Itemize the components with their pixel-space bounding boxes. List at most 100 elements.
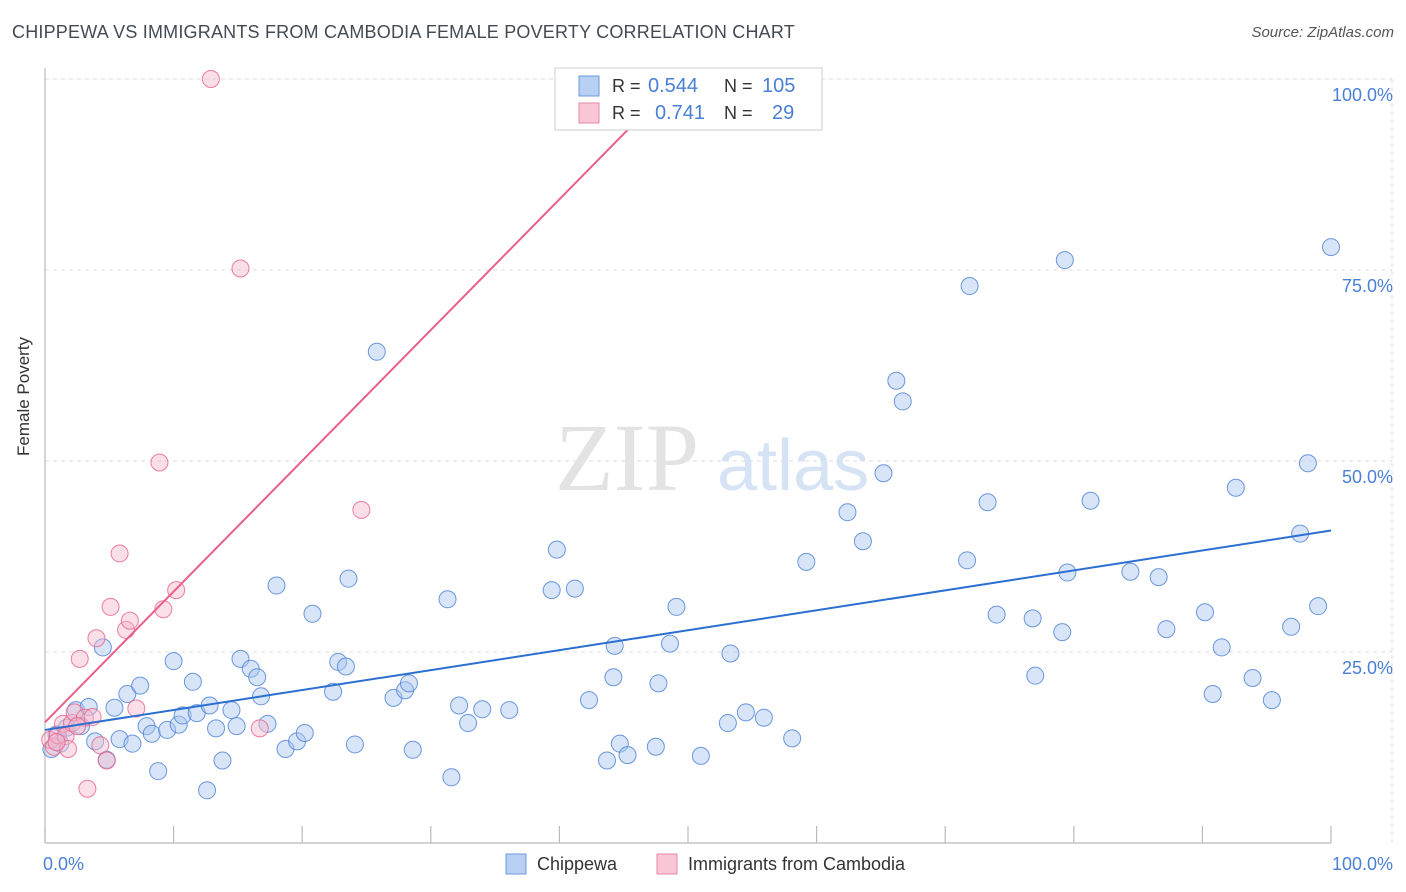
chippewa-point[interactable] (142, 724, 161, 743)
cambodia-point[interactable] (59, 740, 78, 759)
cambodia-point[interactable] (352, 500, 371, 519)
chippewa-point[interactable] (736, 703, 755, 722)
chippewa-point[interactable] (1309, 597, 1328, 616)
cambodia-point[interactable] (70, 649, 89, 668)
chippewa-point[interactable] (542, 581, 561, 600)
chippewa-point[interactable] (1053, 623, 1072, 642)
cambodia-point[interactable] (87, 629, 106, 648)
cambodia-point[interactable] (201, 70, 220, 88)
chippewa-point[interactable] (267, 576, 286, 595)
chippewa-point[interactable] (336, 657, 355, 676)
chippewa-point[interactable] (1055, 251, 1074, 270)
chippewa-point[interactable] (295, 723, 314, 742)
chippewa-point[interactable] (660, 634, 679, 653)
chippewa-point[interactable] (754, 708, 773, 727)
chippewa-point[interactable] (691, 746, 710, 765)
chippewa-point[interactable] (853, 532, 872, 551)
chippewa-point[interactable] (198, 781, 217, 800)
chippewa-point[interactable] (248, 668, 267, 687)
chippewa-point[interactable] (93, 638, 112, 657)
chippewa-point[interactable] (131, 676, 150, 695)
chippewa-point[interactable] (579, 691, 598, 710)
chippewa-point[interactable] (893, 392, 912, 411)
chippewa-point[interactable] (1081, 491, 1100, 510)
chippewa-point[interactable] (597, 751, 616, 770)
chippewa-point[interactable] (958, 551, 977, 570)
chippewa-point[interactable] (403, 740, 422, 759)
chippewa-point[interactable] (442, 768, 461, 787)
cambodia-point[interactable] (117, 620, 136, 639)
chippewa-point[interactable] (667, 597, 686, 616)
cambodia-point[interactable] (101, 597, 120, 616)
chippewa-point[interactable] (164, 652, 183, 671)
chippewa-point[interactable] (459, 714, 478, 733)
chippewa-point[interactable] (1243, 668, 1262, 687)
chippewa-point[interactable] (565, 579, 584, 598)
chippewa-point[interactable] (227, 717, 246, 736)
chippewa-point[interactable] (874, 464, 893, 483)
chippewa-point[interactable] (1212, 638, 1231, 657)
chippewa-point[interactable] (838, 503, 857, 522)
chippewa-point[interactable] (1023, 609, 1042, 628)
cambodia-point[interactable] (110, 544, 129, 563)
chippewa-point[interactable] (646, 737, 665, 756)
cambodia-point[interactable] (127, 699, 146, 718)
chippewa-point[interactable] (783, 729, 802, 748)
chippewa-point[interactable] (1203, 685, 1222, 704)
chippewa-point[interactable] (978, 493, 997, 512)
chippewa-point[interactable] (1298, 454, 1317, 473)
chippewa-point[interactable] (173, 706, 192, 725)
chippewa-point[interactable] (118, 685, 137, 704)
bottom-legend-cambodia[interactable]: Immigrants from Cambodia (688, 854, 906, 874)
chippewa-point[interactable] (450, 696, 469, 715)
chippewa-point[interactable] (547, 540, 566, 559)
chippewa-point[interactable] (207, 719, 226, 738)
cambodia-point[interactable] (120, 611, 139, 630)
chippewa-point[interactable] (987, 605, 1006, 624)
cambodia-point[interactable] (97, 751, 116, 770)
chippewa-point[interactable] (604, 668, 623, 687)
cambodia-point[interactable] (47, 733, 66, 752)
chippewa-point[interactable] (649, 674, 668, 693)
chippewa-point[interactable] (1157, 620, 1176, 639)
bottom-legend-chippewa[interactable]: Chippewa (537, 854, 618, 874)
chippewa-point[interactable] (213, 751, 232, 770)
chippewa-point[interactable] (1149, 568, 1168, 587)
chippewa-point[interactable] (183, 672, 202, 691)
chippewa-point[interactable] (324, 682, 343, 701)
chippewa-point[interactable] (123, 734, 142, 753)
chippewa-point[interactable] (169, 715, 188, 734)
chippewa-point[interactable] (149, 762, 168, 781)
chippewa-point[interactable] (618, 746, 637, 765)
chippewa-point[interactable] (500, 701, 519, 720)
chippewa-point[interactable] (339, 569, 358, 588)
chippewa-point[interactable] (79, 698, 98, 717)
chippewa-point[interactable] (105, 698, 124, 717)
chippewa-point[interactable] (473, 700, 492, 719)
chippewa-point[interactable] (158, 720, 177, 739)
cambodia-point[interactable] (78, 779, 97, 798)
cambodia-point[interactable] (65, 703, 84, 722)
cambodia-point[interactable] (48, 726, 67, 745)
bottom-legend-swatch-cambodia[interactable] (656, 853, 678, 875)
cambodia-point[interactable] (150, 453, 169, 472)
chippewa-point[interactable] (1026, 666, 1045, 685)
chippewa-point[interactable] (1195, 603, 1214, 622)
chippewa-point[interactable] (303, 604, 322, 623)
chippewa-point[interactable] (1322, 238, 1340, 257)
cambodia-point[interactable] (250, 719, 269, 738)
chippewa-point[interactable] (1282, 617, 1301, 636)
chippewa-point[interactable] (887, 371, 906, 390)
chippewa-point[interactable] (345, 735, 364, 754)
chippewa-point[interactable] (367, 342, 386, 361)
chippewa-point[interactable] (960, 277, 979, 296)
chippewa-point[interactable] (222, 701, 241, 720)
chippewa-point[interactable] (399, 674, 418, 693)
cambodia-point[interactable] (91, 736, 110, 755)
chippewa-point[interactable] (438, 590, 457, 609)
chippewa-point[interactable] (1226, 478, 1245, 497)
bottom-legend-swatch-chippewa[interactable] (505, 853, 527, 875)
chippewa-point[interactable] (1262, 691, 1281, 710)
chippewa-point[interactable] (797, 552, 816, 571)
chippewa-point[interactable] (1121, 562, 1140, 581)
